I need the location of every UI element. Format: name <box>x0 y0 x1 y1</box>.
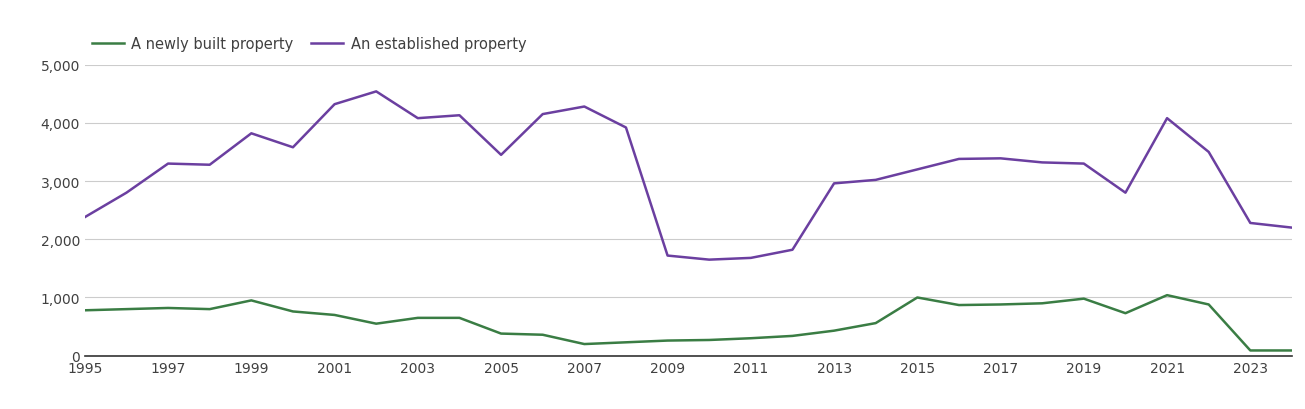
A newly built property <box>161 306 176 311</box>
Legend: A newly built property, An established property: A newly built property, An established p… <box>93 37 526 52</box>
A newly built property <box>910 295 925 300</box>
An established property <box>1159 117 1174 121</box>
A newly built property <box>1201 302 1216 307</box>
An established property <box>161 162 176 166</box>
A newly built property <box>1159 293 1174 298</box>
Line: An established property: An established property <box>85 92 1292 260</box>
An established property <box>743 256 758 261</box>
A newly built property <box>1035 301 1051 306</box>
A newly built property <box>535 333 551 337</box>
A newly built property <box>368 321 384 326</box>
An established property <box>993 157 1009 162</box>
A newly built property <box>1117 311 1133 316</box>
An established property <box>202 163 218 168</box>
An established property <box>868 178 883 183</box>
A newly built property <box>784 334 800 339</box>
A newly built property <box>119 307 134 312</box>
An established property <box>1242 221 1258 226</box>
An established property <box>1117 191 1133 196</box>
A newly built property <box>1284 348 1300 353</box>
An established property <box>284 146 300 151</box>
An established property <box>493 153 509 158</box>
An established property <box>619 126 634 130</box>
An established property <box>244 132 260 137</box>
A newly built property <box>410 316 425 321</box>
An established property <box>660 254 676 258</box>
A newly built property <box>1242 348 1258 353</box>
An established property <box>77 215 93 220</box>
An established property <box>452 114 467 119</box>
A newly built property <box>743 336 758 341</box>
A newly built property <box>77 308 93 313</box>
An established property <box>826 182 842 187</box>
An established property <box>951 157 967 162</box>
An established property <box>701 258 716 263</box>
An established property <box>577 105 592 110</box>
A newly built property <box>493 331 509 336</box>
A newly built property <box>660 338 676 343</box>
A newly built property <box>1077 297 1092 301</box>
A newly built property <box>452 316 467 321</box>
An established property <box>1284 226 1300 231</box>
A newly built property <box>619 340 634 345</box>
A newly built property <box>202 307 218 312</box>
A newly built property <box>868 321 883 326</box>
A newly built property <box>993 302 1009 307</box>
A newly built property <box>826 328 842 333</box>
An established property <box>410 117 425 121</box>
A newly built property <box>577 342 592 347</box>
A newly built property <box>701 338 716 343</box>
A newly built property <box>951 303 967 308</box>
An established property <box>326 103 342 108</box>
An established property <box>910 168 925 173</box>
A newly built property <box>326 313 342 318</box>
An established property <box>119 191 134 196</box>
A newly built property <box>244 298 260 303</box>
An established property <box>1077 162 1092 166</box>
An established property <box>1201 150 1216 155</box>
An established property <box>784 248 800 253</box>
An established property <box>535 112 551 117</box>
An established property <box>368 90 384 94</box>
An established property <box>1035 161 1051 166</box>
Line: A newly built property: A newly built property <box>85 295 1292 351</box>
A newly built property <box>284 309 300 314</box>
